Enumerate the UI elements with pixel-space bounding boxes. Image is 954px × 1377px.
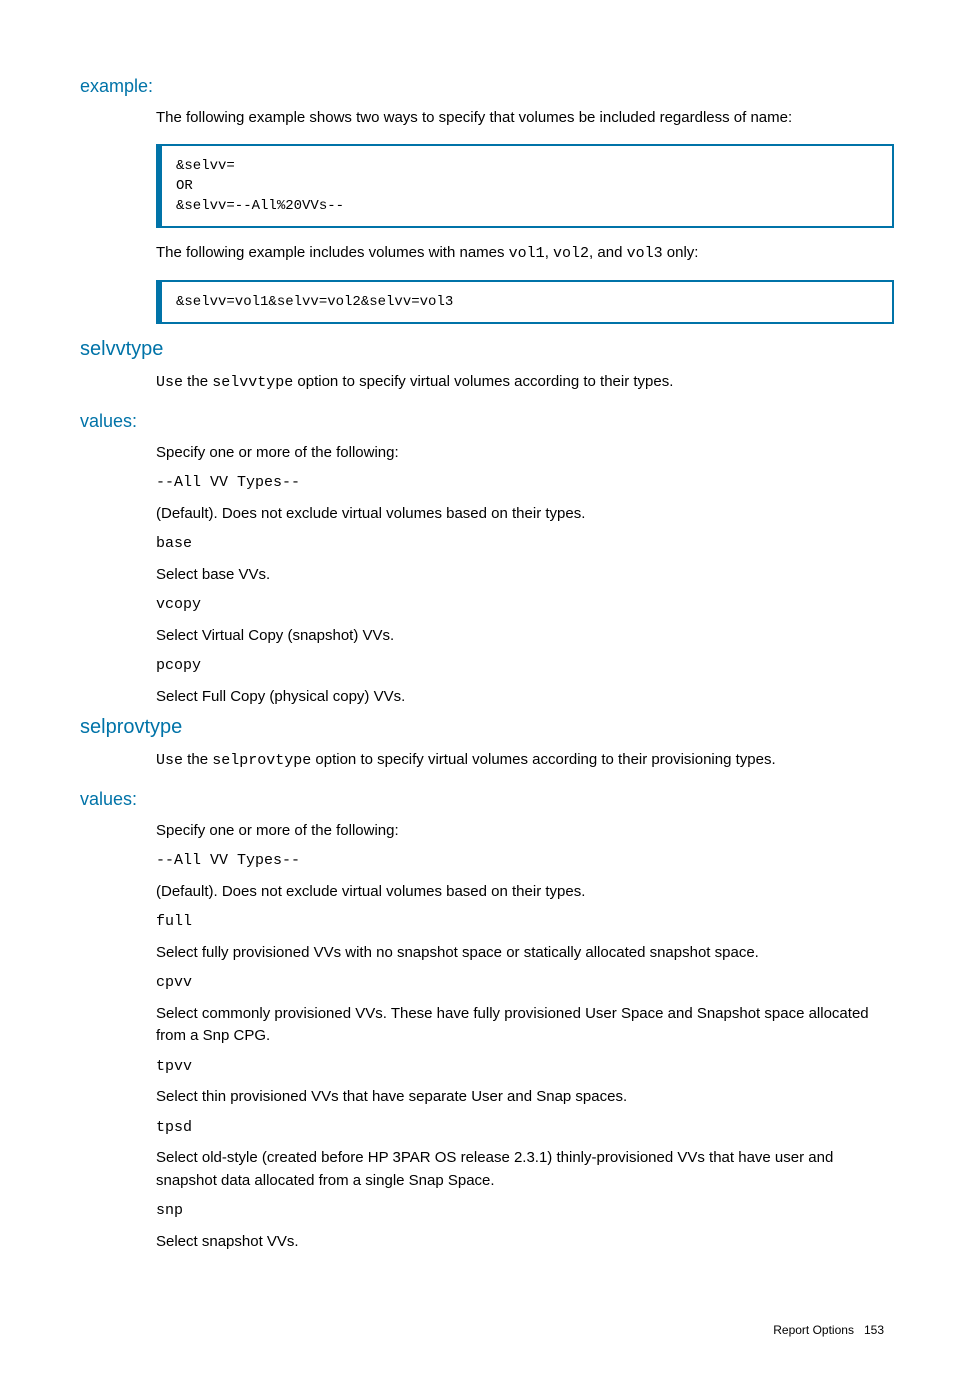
selvvtype-values-heading: values: — [80, 411, 894, 432]
selvvtype-pcopy-code: pcopy — [156, 655, 894, 678]
example-intro: The following example shows two ways to … — [156, 107, 894, 130]
selvvtype-pcopy-desc: Select Full Copy (physical copy) VVs. — [156, 686, 894, 709]
the-text: the — [183, 373, 212, 390]
selvvtype-heading: selvvtype — [80, 338, 894, 361]
example-mid-pre: The following example includes volumes w… — [156, 244, 509, 261]
footer-section: Report Options — [773, 1323, 854, 1337]
selprovtype-snp-code: snp — [156, 1200, 894, 1223]
selvvtype-values-intro: Specify one or more of the following: — [156, 442, 894, 465]
selprovtype-heading: selprovtype — [80, 716, 894, 739]
document-page: example: The following example shows two… — [0, 0, 954, 1377]
example-mid-c1: , — [545, 244, 553, 261]
selprovtype-tpvv-code: tpvv — [156, 1056, 894, 1079]
vol2-code: vol2 — [553, 245, 589, 262]
selprovtype-desc-rest: option to specify virtual volumes accord… — [311, 751, 775, 768]
selprovtype-full-desc: Select fully provisioned VVs with no sna… — [156, 942, 894, 965]
selvvtype-all-code: --All VV Types-- — [156, 472, 894, 495]
selprovtype-full-code: full — [156, 911, 894, 934]
selvvtype-vcopy-desc: Select Virtual Copy (snapshot) VVs. — [156, 625, 894, 648]
selprovtype-all-code: --All VV Types-- — [156, 850, 894, 873]
selprovtype-desc: Use the selprovtype option to specify vi… — [156, 749, 894, 773]
selvvtype-vcopy-code: vcopy — [156, 594, 894, 617]
use-code: Use — [156, 374, 183, 391]
selprovtype-all-desc: (Default). Does not exclude virtual volu… — [156, 881, 894, 904]
example-heading: example: — [80, 76, 894, 97]
selprovtype-snp-desc: Select snapshot VVs. — [156, 1231, 894, 1254]
example-code-2: &selvv=vol1&selvv=vol2&selvv=vol3 — [156, 280, 894, 324]
selprovtype-values: Specify one or more of the following: --… — [156, 820, 894, 1254]
vol1-code: vol1 — [509, 245, 545, 262]
example-mid-c2: , and — [589, 244, 627, 261]
selprovtype-tpsd-desc: Select old-style (created before HP 3PAR… — [156, 1147, 894, 1192]
selprovtype-cpvv-desc: Select commonly provisioned VVs. These h… — [156, 1003, 894, 1048]
selprovtype-cpvv-code: cpvv — [156, 972, 894, 995]
selvvtype-use-para: Use the selvvtype option to specify virt… — [156, 371, 894, 395]
selvvtype-opt-code: selvvtype — [212, 374, 293, 391]
vol3-code: vol3 — [627, 245, 663, 262]
page-footer: Report Options 153 — [80, 1323, 894, 1337]
selvvtype-desc: Use the selvvtype option to specify virt… — [156, 371, 894, 395]
selvvtype-base-code: base — [156, 533, 894, 556]
selprovtype-tpsd-code: tpsd — [156, 1117, 894, 1140]
example-content: The following example shows two ways to … — [156, 107, 894, 324]
example-mid-para: The following example includes volumes w… — [156, 242, 894, 266]
selvvtype-base-desc: Select base VVs. — [156, 564, 894, 587]
footer-page-number: 153 — [864, 1323, 884, 1337]
the-text: the — [183, 751, 212, 768]
example-mid-post: only: — [663, 244, 699, 261]
selprovtype-values-heading: values: — [80, 789, 894, 810]
selprovtype-values-intro: Specify one or more of the following: — [156, 820, 894, 843]
selvvtype-values: Specify one or more of the following: --… — [156, 442, 894, 709]
example-code-1: &selvv= OR &selvv=--All%20VVs-- — [156, 144, 894, 229]
selprovtype-opt-code: selprovtype — [212, 752, 311, 769]
selvvtype-all-desc: (Default). Does not exclude virtual volu… — [156, 503, 894, 526]
selprovtype-tpvv-desc: Select thin provisioned VVs that have se… — [156, 1086, 894, 1109]
selprovtype-use-para: Use the selprovtype option to specify vi… — [156, 749, 894, 773]
use-code: Use — [156, 752, 183, 769]
selvvtype-desc-rest: option to specify virtual volumes accord… — [293, 373, 673, 390]
